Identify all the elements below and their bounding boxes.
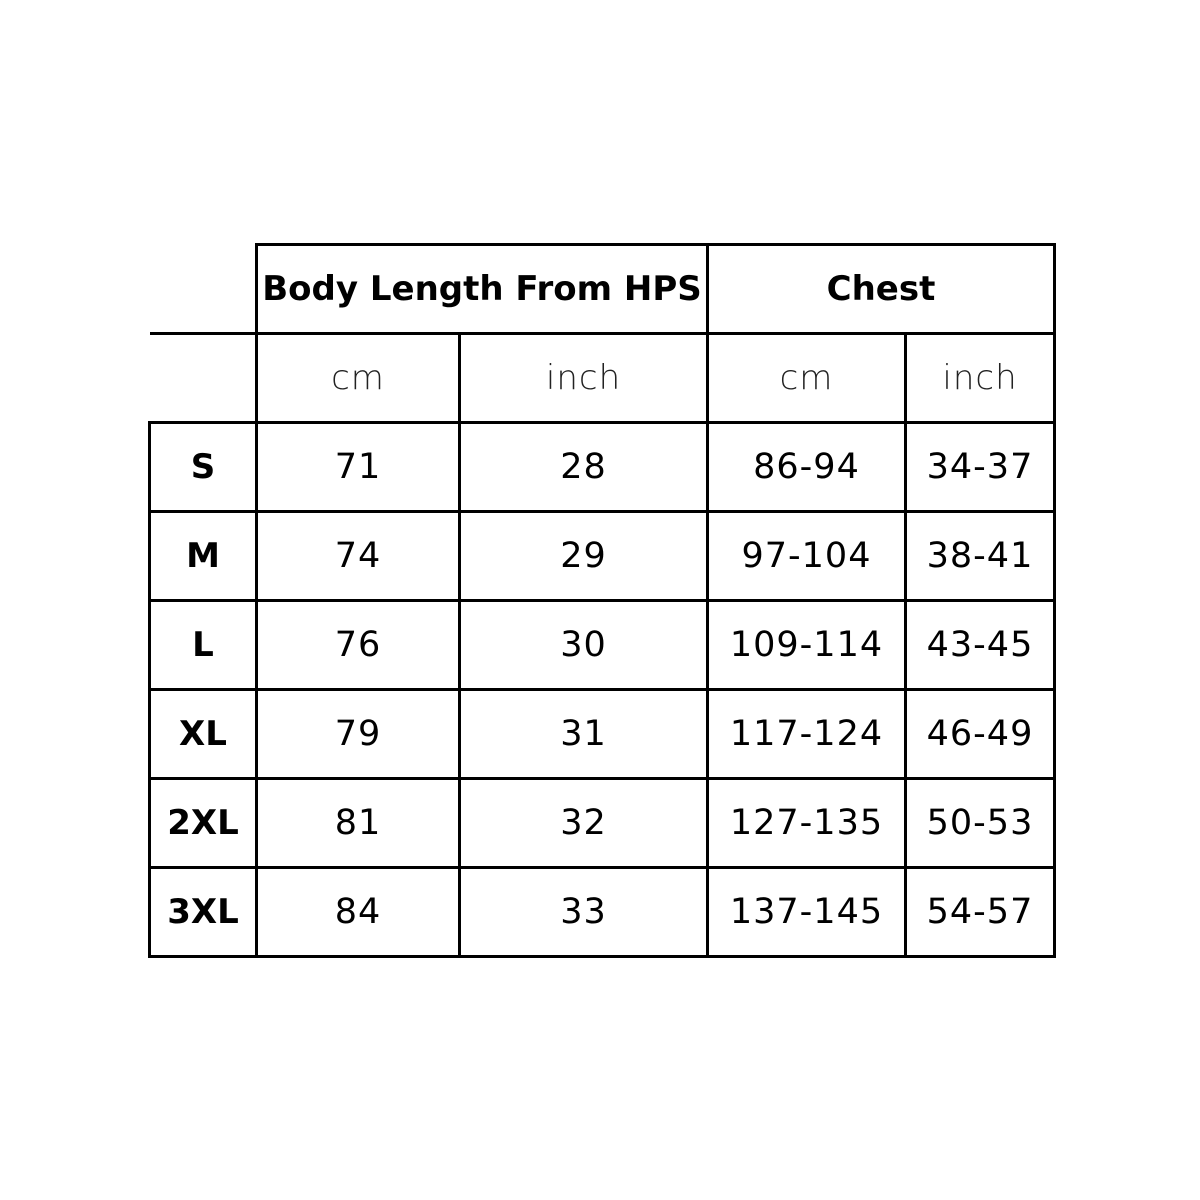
measurement-cell: 127-135 — [706, 777, 907, 869]
table-row: L 76 30 109-114 43-45 — [148, 599, 1056, 691]
measurement-cell: 97-104 — [706, 510, 907, 602]
measurement-cell: 71 — [255, 421, 461, 513]
unit-row: cm inch cm inch — [149, 332, 1056, 424]
size-label: XL — [148, 688, 258, 780]
measurement-cell: 50-53 — [904, 777, 1056, 869]
measurement-cell: 29 — [458, 510, 709, 602]
corner-cell — [149, 244, 258, 335]
measurement-cell: 28 — [458, 421, 709, 513]
table-row: 3XL 84 33 137-145 54-57 — [148, 866, 1056, 958]
unit-cell: cm — [255, 332, 461, 424]
size-label: 3XL — [148, 866, 258, 958]
size-chart-table: Body Length From HPS Chest cm inch cm in… — [148, 243, 1056, 958]
unit-cell: cm — [706, 332, 907, 424]
measurement-cell: 31 — [458, 688, 709, 780]
size-label: 2XL — [148, 777, 258, 869]
table-row: M 74 29 97-104 38-41 — [148, 510, 1056, 602]
table-row: 2XL 81 32 127-135 50-53 — [148, 777, 1056, 869]
header-row: Body Length From HPS Chest — [149, 243, 1056, 335]
measurement-cell: 117-124 — [706, 688, 907, 780]
size-label: M — [148, 510, 258, 602]
measurement-cell: 33 — [458, 866, 709, 958]
measurement-cell: 86-94 — [706, 421, 907, 513]
measurement-cell: 30 — [458, 599, 709, 691]
measurement-cell: 43-45 — [904, 599, 1056, 691]
table-row: XL 79 31 117-124 46-49 — [148, 688, 1056, 780]
measurement-cell: 74 — [255, 510, 461, 602]
measurement-cell: 79 — [255, 688, 461, 780]
unit-cell: inch — [904, 332, 1056, 424]
unit-cell: inch — [458, 332, 709, 424]
size-label: S — [148, 421, 258, 513]
measurement-cell: 84 — [255, 866, 461, 958]
header-chest: Chest — [706, 243, 1056, 335]
measurement-cell: 34-37 — [904, 421, 1056, 513]
header-body-length: Body Length From HPS — [255, 243, 709, 335]
measurement-cell: 54-57 — [904, 866, 1056, 958]
measurement-cell: 38-41 — [904, 510, 1056, 602]
measurement-cell: 109-114 — [706, 599, 907, 691]
measurement-cell: 81 — [255, 777, 461, 869]
measurement-cell: 32 — [458, 777, 709, 869]
size-label: L — [148, 599, 258, 691]
measurement-cell: 76 — [255, 599, 461, 691]
measurement-cell: 46-49 — [904, 688, 1056, 780]
measurement-cell: 137-145 — [706, 866, 907, 958]
table-row: S 71 28 86-94 34-37 — [148, 421, 1056, 513]
corner-cell — [149, 333, 258, 424]
